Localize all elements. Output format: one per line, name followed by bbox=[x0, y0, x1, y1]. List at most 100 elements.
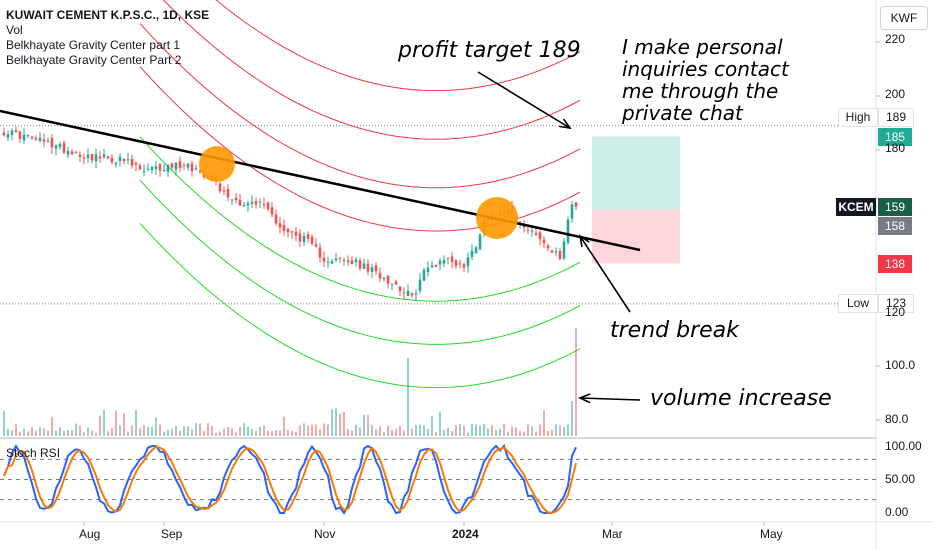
volume-bar bbox=[351, 430, 353, 436]
volume-bar bbox=[355, 424, 357, 436]
volume-bar bbox=[287, 429, 289, 436]
volume-bar bbox=[279, 430, 281, 436]
volume-bar bbox=[167, 429, 169, 436]
currency-selector[interactable]: KWF bbox=[880, 6, 928, 30]
candle-body bbox=[22, 134, 26, 141]
volume-bar bbox=[575, 328, 577, 436]
volume-bar bbox=[139, 428, 141, 436]
volume-bar bbox=[11, 430, 13, 436]
stoch-rsi-label: Stoch RSI bbox=[6, 446, 61, 460]
volume-bar bbox=[115, 410, 117, 436]
volume-bar bbox=[331, 409, 333, 436]
candles bbox=[2, 126, 578, 302]
volume-bar bbox=[291, 430, 293, 436]
candle-body bbox=[406, 290, 410, 296]
gravity-band bbox=[139, 222, 581, 389]
candle-body bbox=[386, 275, 390, 284]
volume-bar bbox=[535, 431, 537, 436]
volume-bar bbox=[367, 415, 369, 436]
volume-bar bbox=[399, 425, 401, 436]
volume-bar bbox=[347, 428, 349, 436]
volume-bar bbox=[527, 424, 529, 436]
volume-bar bbox=[451, 431, 453, 436]
volume-bar bbox=[407, 358, 409, 436]
legend-title: KUWAIT CEMENT K.P.S.C., 1D, KSE bbox=[6, 8, 210, 22]
volume-bar bbox=[71, 429, 73, 436]
candle-body bbox=[530, 230, 534, 232]
candle-body bbox=[370, 267, 374, 272]
highlight-circle bbox=[476, 197, 518, 239]
volume-bar bbox=[431, 415, 433, 436]
arrow-head bbox=[559, 118, 572, 130]
risk-reward-zones bbox=[592, 136, 680, 264]
low-value: 123 bbox=[878, 294, 914, 313]
arrow-head bbox=[577, 393, 591, 404]
candle-body bbox=[114, 163, 118, 165]
arrow-head bbox=[578, 234, 590, 247]
volume-bar bbox=[119, 425, 121, 436]
volume-bar bbox=[243, 423, 245, 436]
candle-body bbox=[138, 165, 142, 170]
candle-body bbox=[442, 260, 446, 264]
volume-bar bbox=[207, 423, 209, 436]
candle-body bbox=[174, 162, 178, 170]
volume-bar bbox=[539, 424, 541, 436]
volume-bar bbox=[143, 425, 145, 436]
stop-price-tag: 138 bbox=[878, 255, 912, 273]
candle-body bbox=[334, 258, 338, 260]
volume-bar bbox=[495, 429, 497, 436]
volume-bar bbox=[303, 423, 305, 436]
volume-bar bbox=[155, 417, 157, 436]
gravity-band bbox=[162, 0, 581, 140]
candle-body bbox=[346, 260, 350, 262]
candle-body bbox=[390, 283, 394, 285]
candle-body bbox=[258, 201, 262, 203]
volume-bar bbox=[59, 427, 61, 436]
candle-body bbox=[458, 263, 462, 265]
volume-bar bbox=[335, 408, 337, 436]
candle-body bbox=[134, 163, 138, 165]
x-tick-label: Mar bbox=[602, 527, 623, 541]
rsi-tick-label: 100.00 bbox=[885, 439, 922, 453]
candle-body bbox=[46, 140, 50, 142]
volume-bar bbox=[391, 430, 393, 436]
volume-bar bbox=[183, 426, 185, 436]
candle-body bbox=[550, 250, 554, 253]
candle-body bbox=[330, 261, 334, 264]
volume-bar bbox=[79, 425, 81, 436]
candle-body bbox=[338, 257, 342, 259]
candle-body bbox=[298, 233, 302, 242]
volume-bar bbox=[219, 431, 221, 436]
high-value: 189 bbox=[878, 108, 914, 127]
volume-bar bbox=[543, 410, 545, 436]
volume-bar bbox=[415, 425, 417, 436]
candle-body bbox=[546, 245, 550, 249]
candle-body bbox=[534, 232, 538, 235]
candle-body bbox=[286, 228, 290, 233]
volume-bar bbox=[459, 424, 461, 436]
candle-body bbox=[14, 130, 18, 132]
volume-bar bbox=[571, 401, 573, 436]
candle-body bbox=[554, 251, 558, 253]
volume-bar bbox=[371, 424, 373, 436]
high-label: High bbox=[838, 108, 878, 127]
candle-body bbox=[538, 232, 542, 240]
candle-body bbox=[318, 247, 322, 258]
volume-bar bbox=[275, 430, 277, 436]
candle-body bbox=[350, 260, 354, 265]
volume-bar bbox=[75, 423, 77, 436]
entry-price-tag: 158 bbox=[878, 217, 912, 235]
volume-bar bbox=[447, 427, 449, 436]
candle-body bbox=[266, 202, 270, 210]
candle-body bbox=[270, 207, 274, 215]
candle-body bbox=[86, 154, 90, 159]
volume-bar bbox=[63, 430, 65, 436]
candle-body bbox=[474, 247, 478, 254]
target-zone bbox=[592, 136, 680, 210]
volume-bar bbox=[515, 427, 517, 436]
volume-bar bbox=[419, 424, 421, 436]
profit-target-note: profit target 189 bbox=[398, 38, 581, 63]
volume-bar bbox=[239, 426, 241, 436]
candle-body bbox=[402, 292, 406, 294]
